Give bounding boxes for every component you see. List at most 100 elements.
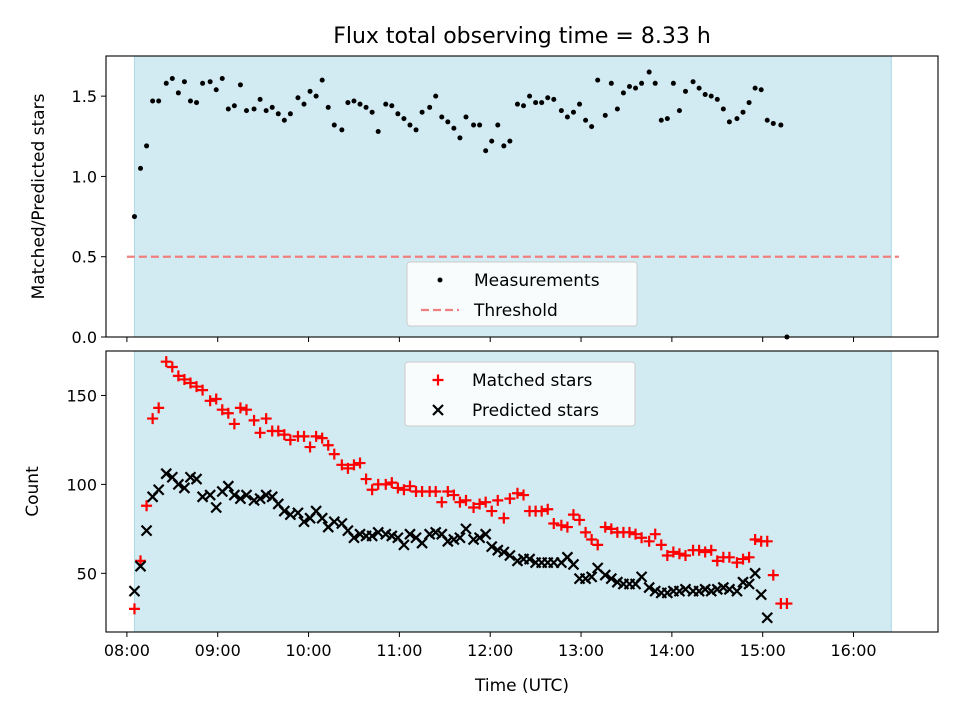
data-point <box>163 80 169 86</box>
data-point <box>404 528 416 540</box>
data-point <box>128 585 141 597</box>
chart-title: Flux total observing time = 8.33 h <box>333 24 711 49</box>
data-point <box>486 505 498 517</box>
data-point <box>234 402 246 414</box>
data-point <box>589 124 595 130</box>
data-point <box>310 430 322 442</box>
data-point <box>743 578 755 590</box>
data-point <box>152 483 165 496</box>
legend-box <box>406 261 638 327</box>
data-point <box>413 127 419 133</box>
data-point <box>567 558 580 571</box>
x-tick-label: 08:00 <box>104 641 150 660</box>
data-point <box>319 77 325 83</box>
data-point <box>272 425 284 437</box>
y-tick-label: 1.0 <box>72 167 97 186</box>
legend: Matched stars Predicted stars <box>404 361 636 427</box>
data-point <box>630 528 642 540</box>
data-point <box>260 413 272 425</box>
data-point <box>608 80 614 86</box>
data-point <box>761 535 773 547</box>
data-point <box>723 551 735 563</box>
data-point <box>363 104 369 110</box>
data-point <box>392 482 404 494</box>
data-point <box>646 69 652 75</box>
data-point <box>298 515 310 528</box>
data-point <box>278 429 290 441</box>
data-point <box>228 489 241 501</box>
data-point <box>592 539 604 551</box>
data-point <box>770 120 776 126</box>
data-point <box>711 555 723 567</box>
data-point <box>778 122 784 128</box>
data-point <box>331 122 337 128</box>
y-tick-label: 1.5 <box>72 87 97 106</box>
series-predicted-stars <box>128 467 774 624</box>
data-point <box>758 87 764 93</box>
data-point <box>430 486 442 497</box>
data-point <box>389 103 395 109</box>
data-point <box>194 100 200 106</box>
y-tick-label: 150 <box>66 386 97 405</box>
data-point <box>752 85 758 91</box>
data-point <box>234 492 247 505</box>
data-point <box>489 138 495 144</box>
data-point <box>222 407 234 419</box>
data-point <box>667 546 679 558</box>
data-point <box>240 404 252 416</box>
data-point <box>200 80 206 86</box>
data-point <box>602 112 608 118</box>
data-point <box>204 395 216 407</box>
data-point <box>383 101 389 107</box>
data-point <box>433 93 439 99</box>
data-point <box>511 487 523 499</box>
data-point <box>504 493 516 505</box>
data-point <box>131 214 137 220</box>
count-panel: 50 100 150 08:00 09:00 10:00 11:00 12:00 13:00 14… <box>23 350 939 660</box>
legend-box <box>404 361 636 427</box>
data-point <box>160 467 173 480</box>
data-point <box>316 512 328 524</box>
data-point <box>225 106 231 112</box>
data-point <box>128 603 140 615</box>
data-point <box>380 478 392 490</box>
legend-label: Matched stars <box>472 371 592 391</box>
data-point <box>699 546 711 558</box>
data-point <box>498 512 510 524</box>
data-point <box>504 549 516 562</box>
data-point <box>696 85 702 91</box>
data-point <box>251 106 257 112</box>
x-tick-label: 14:00 <box>649 641 695 660</box>
data-point <box>138 165 144 171</box>
data-point <box>375 128 381 134</box>
data-point <box>298 430 310 442</box>
legend-label: Threshold <box>473 301 558 321</box>
data-point <box>348 459 360 471</box>
data-point <box>231 103 237 109</box>
data-point <box>605 523 617 535</box>
data-point <box>254 492 266 505</box>
data-point <box>583 117 589 123</box>
data-point <box>737 553 749 565</box>
data-point <box>432 374 444 386</box>
data-point <box>150 98 156 104</box>
data-point <box>216 404 228 416</box>
data-point <box>156 98 162 104</box>
data-point <box>485 540 498 553</box>
x-tick-label: 13:00 <box>558 641 604 660</box>
data-point <box>664 116 670 122</box>
legend-label: Predicted stars <box>472 401 599 421</box>
data-point <box>144 143 150 149</box>
data-point <box>518 489 530 501</box>
data-point <box>313 93 319 99</box>
data-point <box>401 116 407 122</box>
data-point <box>471 122 477 128</box>
data-point <box>781 598 793 610</box>
data-point <box>275 111 281 117</box>
data-point <box>580 526 592 538</box>
data-point <box>623 526 635 538</box>
data-point <box>281 117 287 123</box>
data-point <box>439 114 445 120</box>
data-point <box>551 96 557 102</box>
data-point <box>705 544 717 556</box>
